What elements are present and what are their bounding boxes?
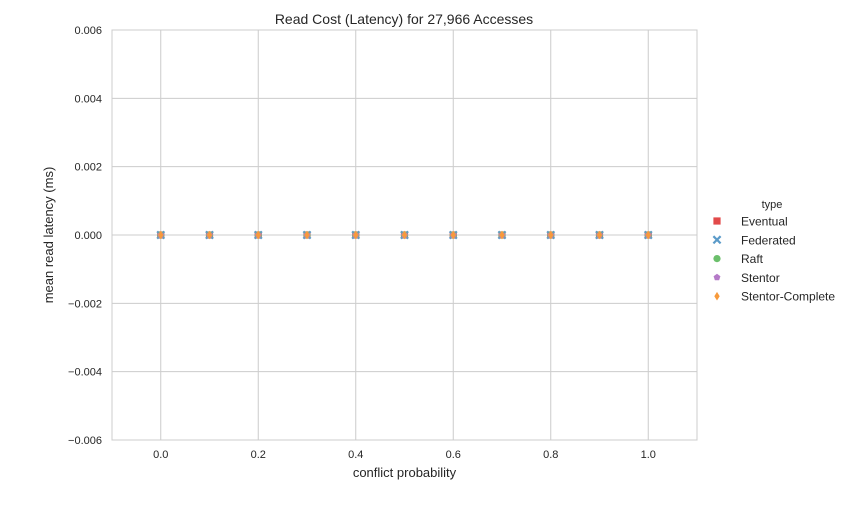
legend-items: Eventual Federated Raft Stentor Stentor-Comp… <box>712 215 835 304</box>
point-stentor-complete <box>548 230 554 240</box>
point-stentor-complete <box>645 230 651 240</box>
legend-label-stentor: Stentor <box>741 271 780 285</box>
point-stentor-complete <box>499 230 505 240</box>
legend-marker-stentor <box>713 273 721 281</box>
point-stentor-complete <box>304 230 310 240</box>
point-stentor-complete <box>450 230 456 240</box>
legend-label-eventual: Eventual <box>741 215 788 229</box>
y-tick-label: 0.006 <box>74 25 102 37</box>
point-stentor-complete <box>206 230 213 240</box>
legend-item-federated: Federated <box>712 233 796 247</box>
legend-item-raft: Raft <box>713 252 764 266</box>
legend-label-federated: Federated <box>741 233 796 247</box>
x-tick-label: 0.6 <box>446 449 461 461</box>
y-tick-label: −0.004 <box>68 367 102 379</box>
legend-item-stentor: Stentor <box>713 271 780 285</box>
x-tick-label: 0.0 <box>153 449 168 461</box>
x-axis-label: conflict probability <box>353 465 457 480</box>
legend-marker-stentor-complete <box>714 291 720 301</box>
point-stentor-complete <box>255 230 261 240</box>
y-tick-label: 0.000 <box>74 230 102 242</box>
chart-title: Read Cost (Latency) for 27,966 Accesses <box>275 11 533 27</box>
point-stentor-complete <box>353 230 359 240</box>
x-tick-label: 1.0 <box>641 449 656 461</box>
point-stentor-complete <box>596 230 603 240</box>
y-axis-label: mean read latency (ms) <box>41 167 56 304</box>
x-tick-label: 0.4 <box>348 449 363 461</box>
legend-item-stentor-complete: Stentor-Complete <box>714 290 835 304</box>
plot-frame <box>111 29 698 441</box>
series-stentor-complete <box>158 230 651 240</box>
x-tick-label: 0.8 <box>543 449 558 461</box>
legend-marker-federated-stroke <box>712 235 722 245</box>
legend-item-eventual: Eventual <box>713 215 788 229</box>
point-stentor-complete <box>158 230 164 240</box>
point-stentor-complete <box>401 230 408 240</box>
legend-title: type <box>762 199 783 211</box>
y-tick-label: 0.002 <box>74 162 102 174</box>
legend-marker-federated <box>712 235 722 245</box>
tick-layer: 0.0 0.2 0.4 0.6 0.8 1.0 0.006 0.004 0.002 0.000 −0… <box>68 25 656 461</box>
x-tick-label: 0.2 <box>251 449 266 461</box>
legend: type Eventual Federated Raft Stentor Stentor… <box>712 199 835 304</box>
y-tick-label: −0.006 <box>68 435 102 447</box>
legend-marker-eventual <box>713 217 721 225</box>
legend-label-stentor-complete: Stentor-Complete <box>741 290 835 304</box>
marker-layer <box>156 230 653 240</box>
legend-marker-raft <box>713 255 721 263</box>
y-tick-label: −0.002 <box>68 298 102 310</box>
y-tick-label: 0.004 <box>74 93 102 105</box>
legend-label-raft: Raft <box>741 252 764 266</box>
